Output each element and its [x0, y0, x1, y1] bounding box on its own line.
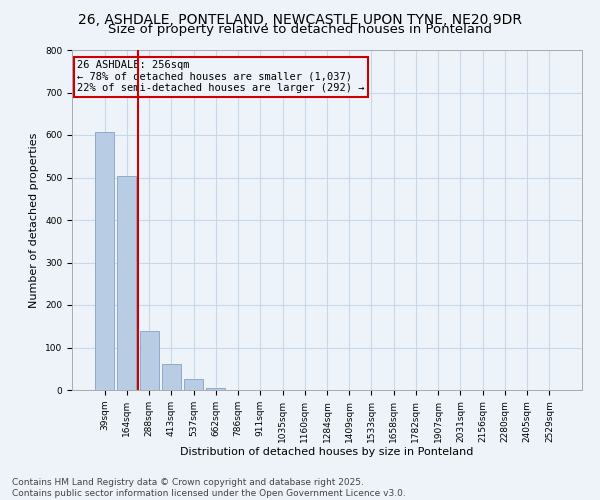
Text: 26, ASHDALE, PONTELAND, NEWCASTLE UPON TYNE, NE20 9DR: 26, ASHDALE, PONTELAND, NEWCASTLE UPON T… [78, 12, 522, 26]
Bar [118, 176, 136, 390]
Text: 26 ASHDALE: 256sqm
← 78% of detached houses are smaller (1,037)
22% of semi-deta: 26 ASHDALE: 256sqm ← 78% of detached hou… [77, 60, 365, 94]
Text: Contains HM Land Registry data © Crown copyright and database right 2025.
Contai: Contains HM Land Registry data © Crown c… [12, 478, 406, 498]
Bar [206, 388, 225, 390]
X-axis label: Distribution of detached houses by size in Ponteland: Distribution of detached houses by size … [181, 448, 473, 458]
Text: Size of property relative to detached houses in Ponteland: Size of property relative to detached ho… [108, 22, 492, 36]
Bar [184, 380, 203, 390]
Bar [140, 330, 158, 390]
Bar [95, 132, 114, 390]
Y-axis label: Number of detached properties: Number of detached properties [29, 132, 40, 308]
Bar [162, 364, 181, 390]
